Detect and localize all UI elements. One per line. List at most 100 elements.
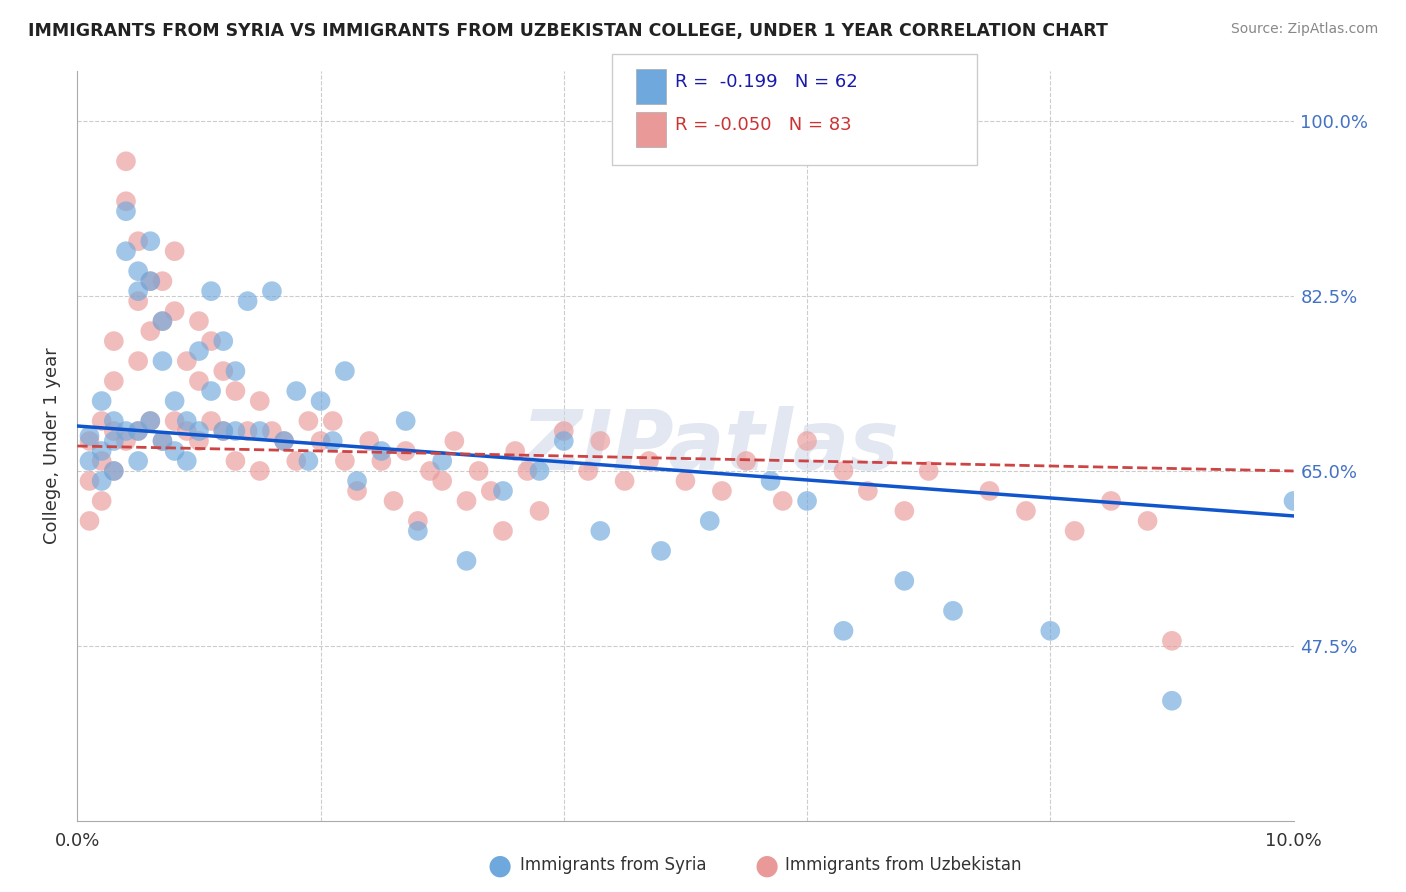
Point <box>127 294 149 309</box>
Point <box>419 464 441 478</box>
Point <box>1161 694 1184 708</box>
Point <box>212 364 235 378</box>
Point <box>406 524 429 538</box>
Point <box>772 494 794 508</box>
Point <box>127 424 149 438</box>
Point <box>370 444 392 458</box>
Point <box>285 384 308 398</box>
Point <box>224 454 246 468</box>
Point <box>249 424 271 438</box>
Point <box>479 483 502 498</box>
Point <box>553 434 575 448</box>
Point <box>370 454 392 468</box>
Point <box>200 414 222 428</box>
Text: ●: ● <box>754 851 779 880</box>
Point <box>467 464 489 478</box>
Point <box>90 494 112 508</box>
Point <box>188 424 211 438</box>
Text: R = -0.050   N = 83: R = -0.050 N = 83 <box>675 116 852 134</box>
Point <box>115 434 138 448</box>
Point <box>249 394 271 409</box>
Point <box>675 474 697 488</box>
Text: ZIPatlas: ZIPatlas <box>520 406 898 486</box>
Point <box>139 274 162 288</box>
Point <box>127 454 149 468</box>
Point <box>79 474 101 488</box>
Point <box>127 264 149 278</box>
Point <box>127 354 149 368</box>
Point <box>224 364 246 378</box>
Point <box>188 344 211 359</box>
Point <box>188 434 211 448</box>
Point <box>430 474 453 488</box>
Point <box>456 554 478 568</box>
Point <box>650 544 672 558</box>
Point <box>188 314 211 328</box>
Point <box>309 434 332 448</box>
Point <box>163 244 186 259</box>
Point <box>1282 494 1305 508</box>
Point <box>152 274 174 288</box>
Point <box>188 374 211 388</box>
Point <box>346 474 368 488</box>
Text: ●: ● <box>486 851 512 880</box>
Point <box>1136 514 1159 528</box>
Point <box>1015 504 1038 518</box>
Point <box>492 483 515 498</box>
Point <box>395 414 418 428</box>
Point <box>979 483 1001 498</box>
Point <box>200 384 222 398</box>
Point <box>212 424 235 438</box>
Point <box>90 414 112 428</box>
Point <box>735 454 758 468</box>
Point <box>152 314 174 328</box>
Point <box>176 354 198 368</box>
Point <box>127 284 149 298</box>
Point <box>1039 624 1062 638</box>
Point <box>309 394 332 409</box>
Point <box>127 424 149 438</box>
Point <box>176 414 198 428</box>
Point <box>346 483 368 498</box>
Point <box>152 354 174 368</box>
Point <box>139 274 162 288</box>
Point <box>236 294 259 309</box>
Point <box>90 454 112 468</box>
Point <box>79 514 101 528</box>
Point <box>79 429 101 443</box>
Point <box>430 454 453 468</box>
Point <box>443 434 465 448</box>
Point <box>139 414 162 428</box>
Point <box>260 424 283 438</box>
Point <box>115 154 138 169</box>
Point <box>236 424 259 438</box>
Point <box>212 334 235 348</box>
Point <box>115 424 138 438</box>
Point <box>918 464 941 478</box>
Point <box>103 414 125 428</box>
Point <box>200 334 222 348</box>
Point <box>212 424 235 438</box>
Point <box>529 464 551 478</box>
Point <box>942 604 965 618</box>
Point <box>576 464 599 478</box>
Point <box>79 434 101 448</box>
Point <box>406 514 429 528</box>
Point <box>796 434 818 448</box>
Text: Immigrants from Uzbekistan: Immigrants from Uzbekistan <box>785 856 1021 874</box>
Point <box>79 454 101 468</box>
Y-axis label: College, Under 1 year: College, Under 1 year <box>42 348 60 544</box>
Point <box>638 454 661 468</box>
Point <box>285 454 308 468</box>
Point <box>1161 633 1184 648</box>
Point <box>152 314 174 328</box>
Point <box>456 494 478 508</box>
Text: Immigrants from Syria: Immigrants from Syria <box>520 856 707 874</box>
Point <box>176 424 198 438</box>
Point <box>333 364 356 378</box>
Point <box>395 444 418 458</box>
Point <box>115 244 138 259</box>
Point <box>139 414 162 428</box>
Point <box>297 414 319 428</box>
Point <box>832 464 855 478</box>
